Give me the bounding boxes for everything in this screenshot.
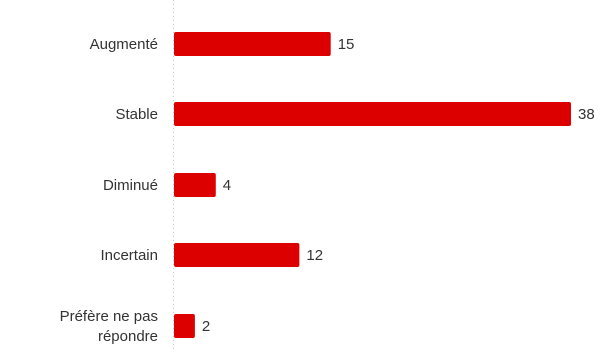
value-label-3: 12 — [306, 247, 323, 264]
category-label-line: répondre — [98, 328, 158, 345]
bar-2 — [174, 173, 216, 197]
category-label-1: Stable — [115, 106, 158, 123]
category-label-line: Préfère ne pas — [60, 308, 158, 325]
bars-layer — [174, 32, 571, 338]
bar-4 — [174, 314, 195, 338]
category-label-0: Augmenté — [90, 36, 158, 53]
bar-3 — [174, 243, 300, 267]
bar-0 — [174, 32, 331, 56]
category-label-line: Incertain — [100, 247, 158, 264]
value-label-2: 4 — [223, 177, 231, 194]
bar-1 — [174, 102, 571, 126]
value-label-1: 38 — [578, 106, 595, 123]
category-label-2: Diminué — [103, 177, 158, 194]
category-label-line: Augmenté — [90, 36, 158, 53]
category-label-line: Stable — [115, 106, 158, 123]
category-label-line: Diminué — [103, 177, 158, 194]
value-label-4: 2 — [202, 318, 210, 335]
category-label-4: Préfère ne pas répondre — [60, 308, 158, 345]
value-label-0: 15 — [338, 36, 355, 53]
value-labels-layer: 15 38 4 12 2 — [202, 36, 595, 335]
category-labels-layer: Augmenté Stable Diminué Incertain Préfère ne… — [60, 36, 158, 345]
category-label-3: Incertain — [100, 247, 158, 264]
